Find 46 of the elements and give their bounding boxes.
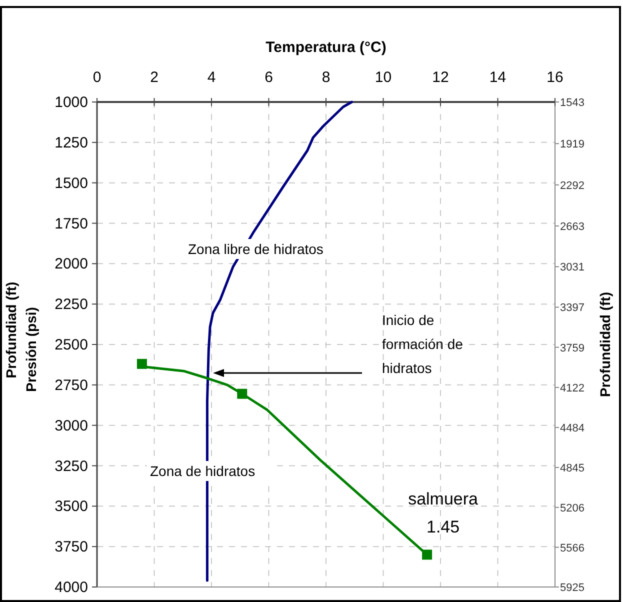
x-tick-label: 16 bbox=[546, 69, 564, 86]
y-axis-title: Presión (psi) bbox=[23, 307, 39, 392]
y-tick-label: 1750 bbox=[54, 215, 88, 232]
y-tick-label: 2000 bbox=[54, 256, 88, 273]
y2-tick-label: 4845 bbox=[560, 462, 584, 474]
annotation: Zona libre de hidratos bbox=[188, 241, 324, 257]
x-tick-label: 2 bbox=[150, 69, 158, 86]
y2-tick-label: 1919 bbox=[560, 138, 584, 151]
x-tick-label: 10 bbox=[374, 69, 392, 86]
y-tick-label: 3250 bbox=[54, 458, 88, 475]
y2-tick-label: 5925 bbox=[560, 582, 584, 594]
x-tick-label: 8 bbox=[322, 69, 330, 86]
y-tick-label: 3500 bbox=[54, 498, 88, 516]
series-label: salmuera 1.45 bbox=[408, 490, 479, 537]
y2-tick-label: 3397 bbox=[560, 302, 584, 314]
y2-tick-label: 5566 bbox=[560, 542, 584, 554]
text: Profundiad (ft) bbox=[3, 282, 19, 378]
y-tick-label: 4000 bbox=[54, 579, 88, 596]
x-tick-label: 14 bbox=[489, 69, 506, 86]
x-axis-title: Temperatura (°C) bbox=[266, 39, 386, 56]
y-tick-label: 3750 bbox=[54, 538, 88, 556]
y-tick-label: 2250 bbox=[54, 296, 88, 314]
annotation: Zona de hidratos bbox=[150, 463, 256, 479]
y2-tick-label: 3759 bbox=[560, 342, 584, 354]
point bbox=[237, 388, 248, 399]
y-tick-label: 2500 bbox=[54, 336, 88, 354]
y2-tick-label: 2292 bbox=[560, 180, 584, 192]
y-tick-label: 3000 bbox=[54, 417, 88, 434]
x-tick-label: 12 bbox=[432, 69, 449, 86]
y2-tick-label: 5206 bbox=[560, 502, 584, 514]
y-tick-label: 1000 bbox=[54, 94, 88, 111]
y-tick-label: 1250 bbox=[54, 134, 88, 152]
y-tick-label: 2750 bbox=[54, 376, 88, 394]
annotation: Inicio de formación de hidratos bbox=[382, 312, 464, 376]
x-tick-label: 6 bbox=[264, 69, 273, 86]
y2-tick-label: 4122 bbox=[560, 382, 584, 394]
point bbox=[422, 550, 432, 560]
y2-tick-label: 3031 bbox=[560, 262, 584, 274]
point bbox=[136, 358, 147, 369]
x-tick-label: 0 bbox=[92, 69, 102, 86]
x-tick-label: 4 bbox=[207, 69, 216, 86]
y2-axis-title: Profundidad (ft) bbox=[597, 292, 613, 397]
y2-tick-label: 2663 bbox=[560, 220, 584, 233]
y-tick-label: 1500 bbox=[54, 174, 88, 192]
y2-tick-label: 1543 bbox=[560, 97, 584, 109]
y2-tick-label: 4484 bbox=[560, 422, 584, 435]
